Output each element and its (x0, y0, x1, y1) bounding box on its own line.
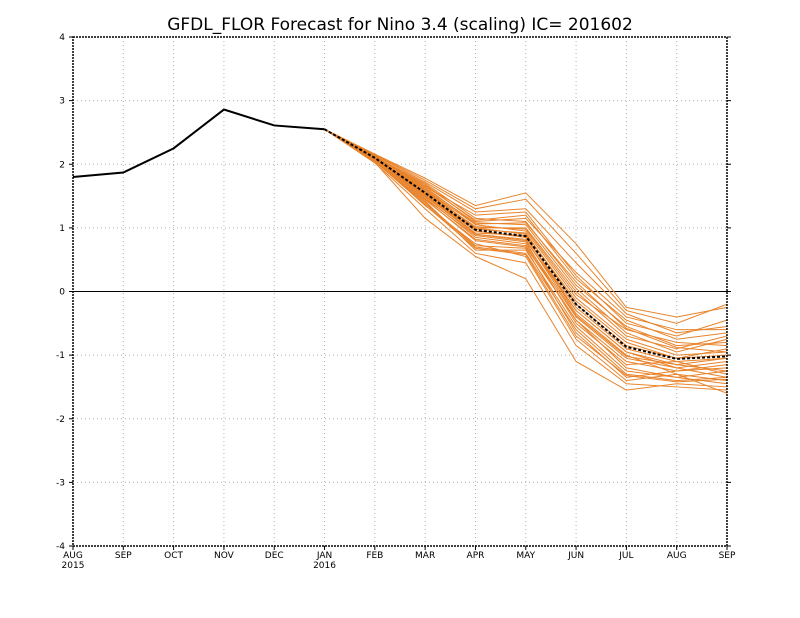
ensemble-member-line (324, 128, 728, 378)
ensemble-member-line (324, 128, 728, 378)
x-tick-sublabel: 2016 (313, 561, 336, 571)
y-tick-label: 2 (59, 160, 65, 170)
x-tick-label: AUG (667, 551, 687, 561)
x-tick-label: APR (467, 551, 485, 561)
y-tick-label: -3 (56, 478, 65, 488)
ensemble-members-layer (324, 128, 728, 394)
x-tick-label: SEP (115, 551, 132, 561)
x-tick-label: JUL (618, 551, 633, 561)
x-tick-label: JUN (567, 551, 584, 561)
x-tick-label: FEB (366, 551, 383, 561)
x-tick-label: NOV (214, 551, 235, 561)
ensemble-mean-layer (324, 128, 728, 360)
x-tick-sublabel: 2015 (62, 561, 85, 571)
ensemble-member-line (324, 128, 728, 324)
x-tick-label: MAY (516, 551, 535, 561)
ensemble-member-line (324, 128, 728, 318)
y-tick-label: 4 (59, 33, 65, 43)
ensemble-member-line (324, 128, 728, 378)
ensemble-member-line (324, 128, 728, 366)
y-tick-label: -2 (56, 415, 65, 425)
y-tick-label: -1 (56, 351, 65, 361)
ensemble-member-line (324, 128, 728, 383)
x-tick-label: AUG (63, 551, 83, 561)
ensemble-mean-line (324, 128, 728, 360)
x-tick-label: DEC (265, 551, 284, 561)
ensemble-member-line (324, 128, 728, 334)
ensemble-member-line (324, 128, 728, 340)
x-tick-label: OCT (164, 551, 183, 561)
y-tick-label: 0 (59, 288, 65, 298)
chart-title: GFDL_FLOR Forecast for Nino 3.4 (scaling… (167, 15, 633, 35)
axis-layer (69, 36, 731, 550)
observed-layer (72, 108, 325, 178)
x-tick-label: SEP (719, 551, 736, 561)
x-tick-label: MAR (415, 551, 435, 561)
ensemble-member-line (324, 128, 728, 353)
ensemble-member-line (324, 128, 728, 391)
x-tick-label: JAN (316, 551, 332, 561)
y-tick-label: 1 (59, 224, 65, 234)
observed-line (72, 108, 325, 178)
y-tick-label: -4 (56, 542, 65, 552)
y-tick-label: 3 (59, 97, 65, 107)
